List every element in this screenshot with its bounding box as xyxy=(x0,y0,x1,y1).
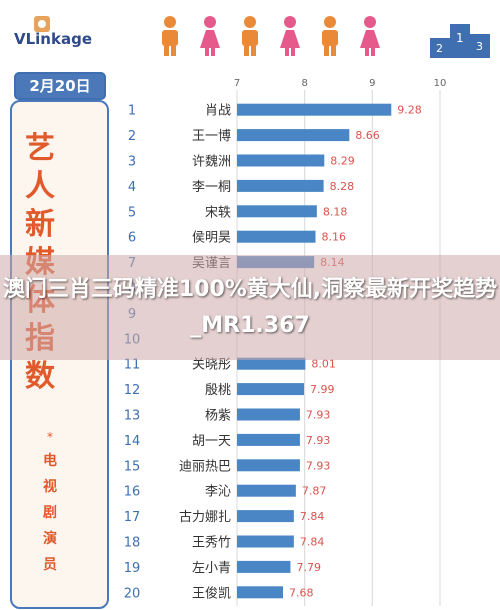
rank-label: 5 xyxy=(128,205,136,220)
value-label: 8.01 xyxy=(311,358,336,371)
side-subtitle-char: 电 xyxy=(43,453,57,469)
svg-text:1: 1 xyxy=(456,31,464,45)
bar xyxy=(237,205,317,218)
side-title-char: 新 xyxy=(25,207,55,242)
brand-name: VLinkage xyxy=(14,30,92,48)
rank-label: 1 xyxy=(128,104,136,119)
rank-label: 11 xyxy=(124,358,141,373)
x-tick-label: 10 xyxy=(434,78,447,89)
category-label: 李沁 xyxy=(205,485,231,500)
category-label: 王俊凯 xyxy=(192,586,231,601)
value-label: 7.87 xyxy=(302,485,327,498)
bar xyxy=(237,408,300,421)
side-subtitle-char: 剧 xyxy=(43,505,57,521)
bar xyxy=(237,103,392,116)
value-label: 7.93 xyxy=(306,434,331,447)
svg-text:3: 3 xyxy=(476,40,483,53)
svg-text:2: 2 xyxy=(436,42,443,55)
headline-overlay xyxy=(0,255,500,360)
category-label: 迪丽热巴 xyxy=(179,459,231,474)
x-tick-label: 7 xyxy=(234,78,240,89)
bar xyxy=(237,230,316,243)
side-subtitle-char: 员 xyxy=(43,557,57,573)
value-label: 7.93 xyxy=(306,459,331,472)
category-label: 李一桐 xyxy=(192,180,231,195)
rank-label: 17 xyxy=(124,510,141,525)
value-label: 8.66 xyxy=(355,129,380,142)
value-label: 7.79 xyxy=(296,561,321,574)
category-label: 王秀竹 xyxy=(192,536,231,551)
value-label: 7.93 xyxy=(306,409,331,422)
date-label: 2月20日 xyxy=(14,72,106,100)
people-figures xyxy=(162,16,178,56)
people-illustration xyxy=(162,16,380,56)
bar xyxy=(237,535,294,548)
category-label: 左小青 xyxy=(192,561,231,576)
rank-label: 18 xyxy=(124,536,141,551)
headline-text: 澳门三肖三码精准100%黄大仙,洞察最新开奖趋势_MR1.367 xyxy=(2,277,498,338)
category-label: 殷桃 xyxy=(205,383,231,398)
x-tick-label: 8 xyxy=(301,78,307,89)
bar xyxy=(237,357,306,370)
bar xyxy=(237,459,300,472)
rank-label: 16 xyxy=(124,485,141,500)
side-title-char: 数 xyxy=(25,359,55,394)
rank-label: 2 xyxy=(128,129,136,144)
rank-label: 14 xyxy=(124,434,141,449)
rank-label: 13 xyxy=(124,409,141,424)
bar xyxy=(237,383,304,396)
bar xyxy=(237,484,296,497)
value-label: 8.16 xyxy=(321,231,346,244)
value-label: 7.99 xyxy=(310,383,335,396)
rank-label: 15 xyxy=(124,459,141,474)
side-subtitle-char: 演 xyxy=(43,531,57,547)
bar xyxy=(237,129,350,142)
side-subtitle: 电 视 剧 演 员 xyxy=(38,448,62,578)
rank-label: 19 xyxy=(124,561,141,576)
value-label: 7.84 xyxy=(300,510,325,523)
bar xyxy=(237,560,291,573)
value-label: 7.68 xyxy=(289,586,314,599)
x-tick-label: 9 xyxy=(369,78,375,89)
value-label: 9.28 xyxy=(397,104,422,117)
category-label: 胡一天 xyxy=(192,434,231,449)
side-title-char: 人 xyxy=(25,169,55,204)
bar xyxy=(237,433,300,446)
value-label: 7.84 xyxy=(300,536,325,549)
category-label: 侯明昊 xyxy=(192,231,231,246)
category-label: 宋轶 xyxy=(205,205,231,220)
rank-label: 20 xyxy=(124,586,141,601)
bar xyxy=(237,586,284,599)
header: VLinkage 2 1 3 xyxy=(0,0,500,68)
bar xyxy=(237,179,324,192)
side-title-char: 艺 xyxy=(25,131,55,166)
category-label: 古力娜扎 xyxy=(179,510,231,525)
value-label: 8.29 xyxy=(330,155,355,168)
side-star: * xyxy=(47,430,53,444)
rank-label: 6 xyxy=(128,231,136,246)
category-label: 王一博 xyxy=(192,129,231,144)
podium-icon: 2 1 3 xyxy=(430,24,490,58)
category-label: 许魏洲 xyxy=(192,155,231,170)
bar xyxy=(237,510,294,523)
category-label: 杨紫 xyxy=(205,409,231,424)
value-label: 8.18 xyxy=(323,205,348,218)
bar xyxy=(237,154,325,167)
rank-label: 12 xyxy=(124,383,141,398)
rank-label: 3 xyxy=(128,155,136,170)
rank-label: 4 xyxy=(128,180,136,195)
side-subtitle-char: 视 xyxy=(43,479,57,495)
category-label: 肖战 xyxy=(205,104,231,119)
value-label: 8.28 xyxy=(330,180,355,193)
logo-emblem xyxy=(34,16,50,32)
category-label: 关晓彤 xyxy=(192,358,231,373)
vlinkage-logo xyxy=(34,16,50,32)
